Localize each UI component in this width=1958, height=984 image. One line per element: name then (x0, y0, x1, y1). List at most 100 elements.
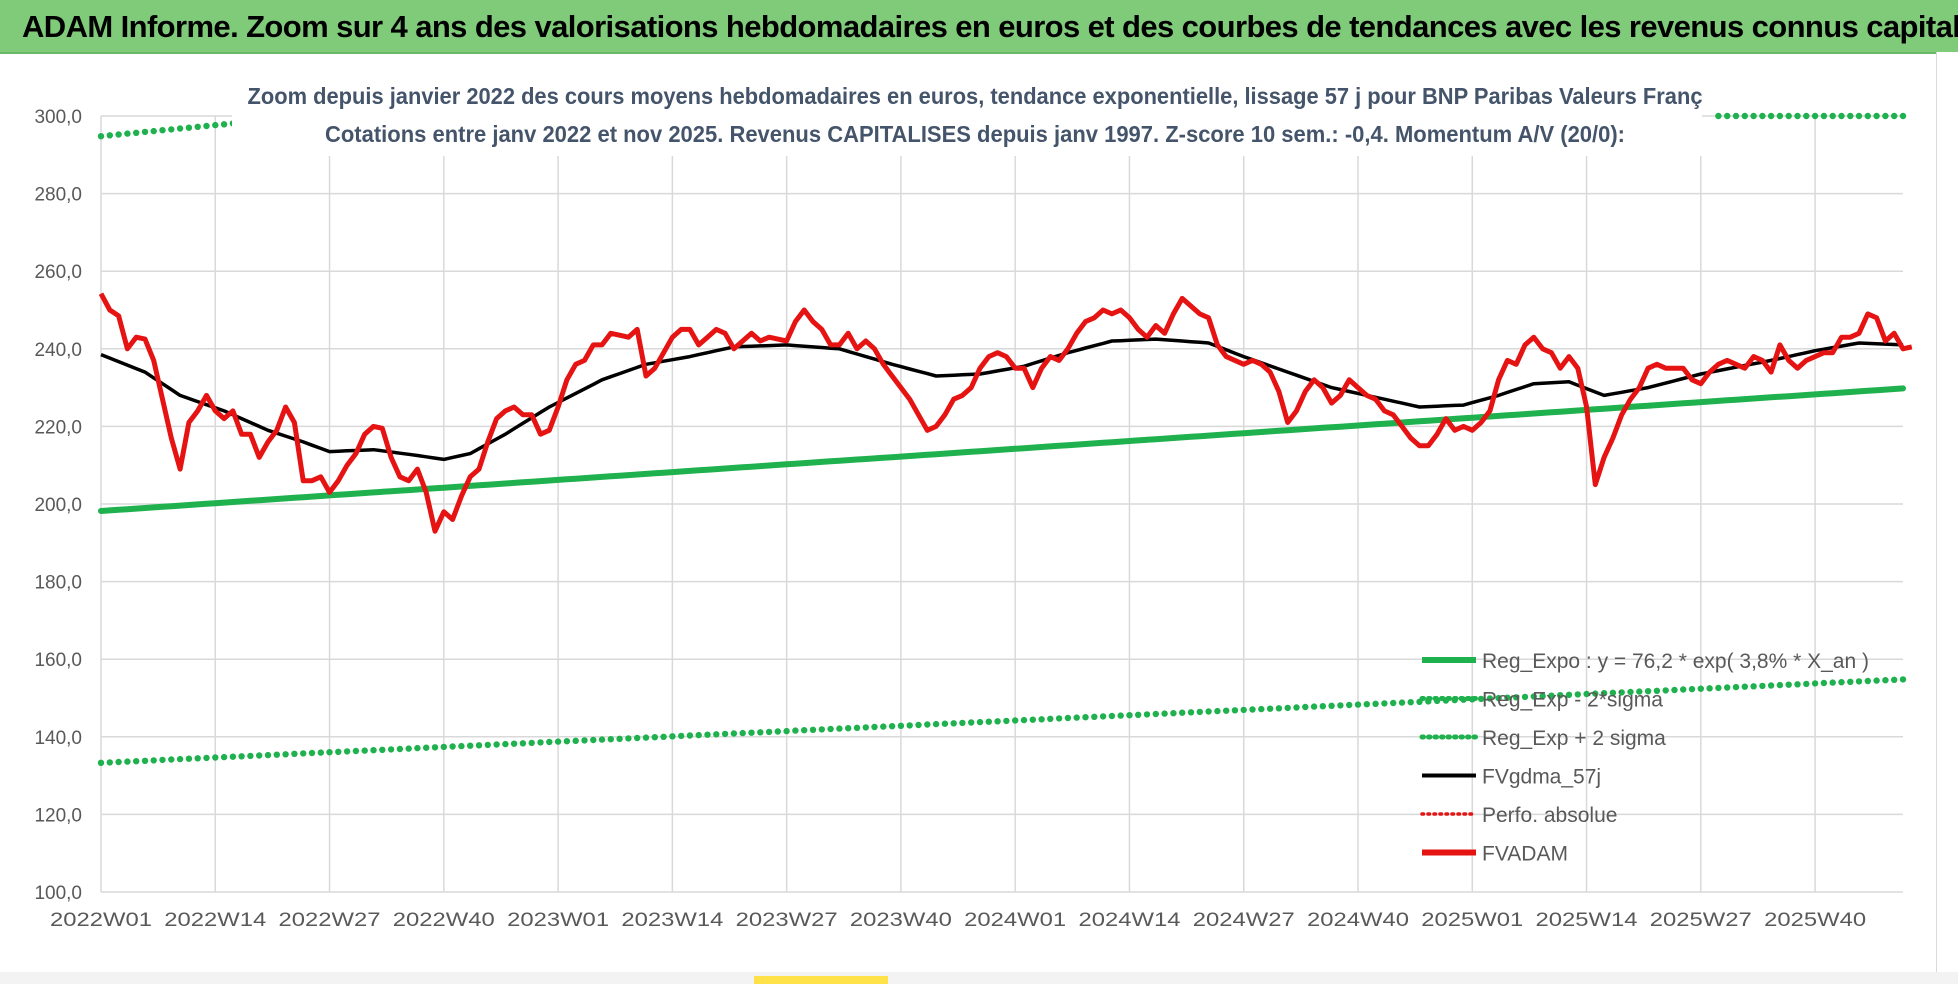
reg-exp-minus-2sigma-dot (1794, 681, 1801, 688)
reg-exp-minus-2sigma-dot (686, 732, 694, 739)
reg-exp-minus-2sigma-dot (458, 742, 465, 750)
reg-exp-minus-2sigma-dot (1003, 717, 1010, 725)
reg-expo-line (98, 385, 1906, 514)
legend-label: Reg_Exp - 2*sigma (1482, 689, 1663, 712)
reg-exp-plus-2sigma-dot (203, 122, 210, 130)
reg-exp-minus-2sigma-dot (133, 758, 140, 765)
y-tick-label: 180,0 (34, 573, 82, 594)
reg-exp-plus-2sigma-right-dot (1838, 112, 1845, 120)
reg-exp-minus-2sigma-dot (713, 731, 720, 738)
reg-exp-minus-2sigma-dot (1266, 705, 1274, 712)
reg-exp-minus-2sigma-dot (352, 747, 360, 755)
reg-exp-plus-2sigma-dot (124, 130, 131, 137)
legend-item: Reg_Expo : y = 76,2 * exp( 3,8% * X_an ) (1422, 650, 1869, 673)
reg-exp-minus-2sigma-dot (97, 759, 105, 766)
x-tick-label: 2024W01 (964, 910, 1066, 931)
reg-exp-minus-2sigma-dot (1557, 692, 1564, 699)
title-banner: ADAM Informe. Zoom sur 4 ans des valoris… (0, 0, 1958, 54)
reg-exp-plus-2sigma-right-dot (1811, 112, 1819, 120)
x-tick-label: 2023W14 (621, 910, 724, 931)
reg-exp-plus-2sigma-right-dot (1891, 112, 1898, 120)
reg-exp-plus-2sigma-dot (115, 131, 122, 138)
reg-exp-plus-2sigma-right-dot (1794, 112, 1801, 120)
x-tick-label: 2024W27 (1193, 910, 1295, 931)
reg-exp-minus-2sigma-dot (343, 748, 351, 755)
reg-exp-minus-2sigma-dot (1715, 684, 1722, 692)
legend-label: FVADAM (1482, 843, 1568, 866)
reg-exp-minus-2sigma-dot (423, 744, 430, 751)
reg-exp-minus-2sigma-dot (1477, 695, 1485, 703)
reg-exp-minus-2sigma-dot (1082, 714, 1089, 721)
reg-exp-minus-2sigma-dot (1829, 679, 1836, 686)
reg-exp-minus-2sigma-dot (1187, 709, 1195, 716)
reg-exp-minus-2sigma-dot (414, 744, 421, 752)
reg-exp-minus-2sigma-dot (897, 722, 905, 729)
reg-exp-minus-2sigma-dot (1618, 689, 1625, 696)
reg-exp-minus-2sigma-dot (1486, 695, 1494, 702)
reg-exp-minus-2sigma-dot (1363, 701, 1371, 708)
right-frame (1936, 52, 1958, 972)
bottom-marker (754, 976, 888, 984)
reg-exp-minus-2sigma-dot (335, 748, 342, 755)
y-tick-label: 220,0 (34, 417, 82, 438)
reg-exp-minus-2sigma-dot (1196, 708, 1204, 716)
reg-exp-minus-2sigma-dot (836, 725, 843, 732)
chart: 100,0 120,0 140,0 160,0 180,0 200,0 220,0 240,0… (34, 72, 1913, 931)
reg-exp-minus-2sigma-dot (1135, 711, 1142, 718)
reg-exp-minus-2sigma-dot (1548, 692, 1555, 699)
reg-exp-minus-2sigma-dot (1732, 683, 1740, 691)
grid (100, 115, 1903, 893)
reg-exp-minus-2sigma-dot (1055, 715, 1063, 722)
y-tick-label: 160,0 (34, 650, 82, 671)
x-tick-label: 2022W40 (393, 910, 495, 931)
reg-exp-minus-2sigma-dot (906, 722, 913, 729)
reg-exp-minus-2sigma-dot (809, 726, 817, 733)
reg-exp-minus-2sigma-dot (475, 742, 483, 749)
reg-exp-minus-2sigma-dot (396, 745, 404, 753)
reg-exp-minus-2sigma-dot (159, 756, 166, 764)
reg-exp-minus-2sigma-dot (1038, 716, 1045, 723)
reg-exp-minus-2sigma (97, 676, 1907, 766)
reg-exp-minus-2sigma-dot (1882, 677, 1889, 684)
reg-exp-minus-2sigma-dot (1539, 692, 1546, 700)
reg-exp-minus-2sigma-dot (915, 721, 922, 729)
reg-exp-minus-2sigma-dot (704, 731, 711, 738)
reg-exp-minus-2sigma-dot (1811, 680, 1819, 687)
reg-exp-minus-2sigma-dot (774, 728, 781, 735)
reg-exp-plus-2sigma-right-dot (1855, 112, 1863, 120)
reg-exp-minus-2sigma-dot (871, 723, 878, 731)
reg-exp-minus-2sigma-dot (1741, 683, 1749, 690)
reg-exp-plus-2sigma-right-dot (1741, 112, 1749, 120)
reg-exp-minus-2sigma-dot (168, 756, 175, 763)
reg-exp-minus-2sigma-dot (440, 743, 447, 751)
reg-exp-minus-2sigma-dot (818, 726, 825, 733)
reg-exp-minus-2sigma-dot (1346, 701, 1353, 709)
reg-exp-minus-2sigma-dot (1899, 676, 1907, 683)
y-tick-label: 120,0 (34, 805, 82, 826)
reg-exp-minus-2sigma-dot (1231, 707, 1239, 714)
legend-label: Reg_Exp + 2 sigma (1482, 727, 1666, 750)
reg-exp-minus-2sigma-dot (1099, 713, 1107, 720)
reg-exp-plus-2sigma-right-dot (1803, 112, 1810, 120)
reg-exp-minus-2sigma-dot (256, 752, 263, 759)
reg-exp-minus-2sigma-dot (1680, 686, 1687, 693)
reg-exp-plus-2sigma-right-dot (1882, 112, 1889, 120)
reg-exp-minus-2sigma-dot (1565, 691, 1573, 698)
reg-exp-minus-2sigma-dot (1653, 687, 1661, 694)
reg-exp-minus-2sigma-dot (1759, 682, 1766, 690)
reg-exp-minus-2sigma-dot (1126, 712, 1133, 719)
reg-exp-minus-2sigma-dot (1574, 691, 1582, 698)
reg-exp-minus-2sigma-dot (1223, 707, 1230, 714)
reg-exp-minus-2sigma-dot (801, 727, 808, 734)
reg-exp-minus-2sigma-dot (528, 739, 535, 747)
reg-exp-minus-2sigma-dot (563, 738, 571, 745)
reg-exp-minus-2sigma-dot (932, 720, 940, 728)
reg-exp-minus-2sigma-dot (185, 755, 193, 762)
reg-exp-minus-2sigma-dot (554, 738, 562, 745)
reg-exp-minus-2sigma-dot (273, 751, 280, 758)
reg-exp-minus-2sigma-dot (1583, 690, 1590, 698)
reg-exp-minus-2sigma-dot (660, 733, 667, 740)
reg-exp-minus-2sigma-dot (1170, 710, 1177, 717)
reg-exp-plus-2sigma-right-dot (1864, 112, 1872, 120)
reg-exp-minus-2sigma-dot (888, 723, 896, 730)
